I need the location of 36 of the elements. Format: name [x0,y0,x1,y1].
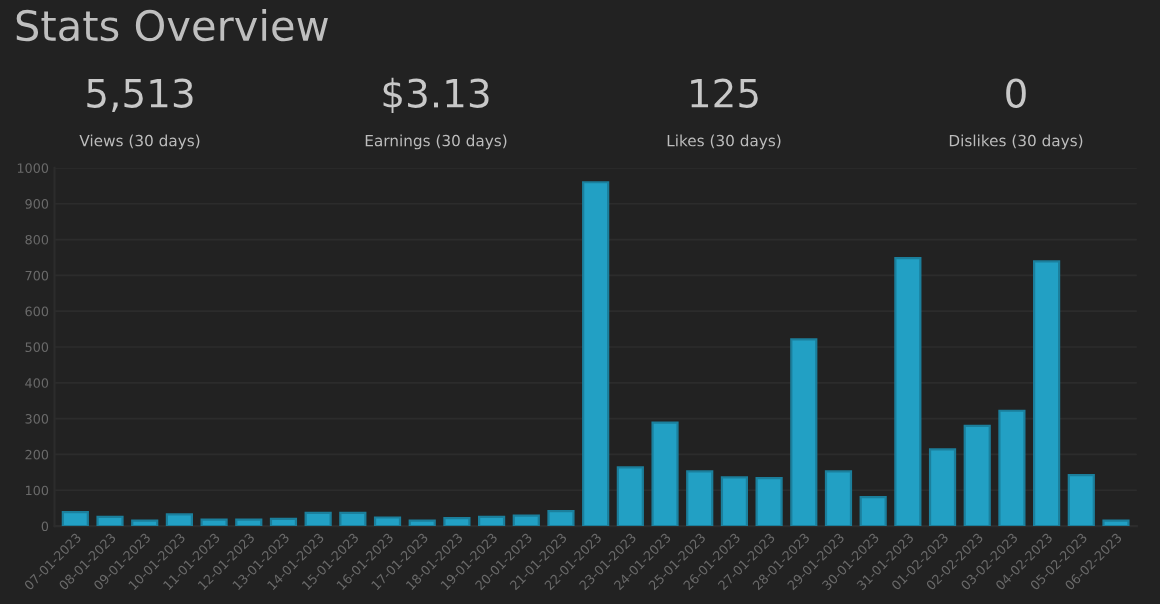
bar [269,517,298,527]
bar [720,476,749,527]
bar [1067,474,1095,527]
bar [998,409,1026,527]
bar [755,476,783,527]
bar [616,466,644,527]
bar [478,515,506,527]
text: 5,513 [87,78,193,112]
bar [651,421,679,527]
bar [339,511,367,527]
text: 0 [1006,78,1026,108]
text: 125 [691,78,758,108]
bar [96,515,124,527]
bar [131,519,159,527]
bar [824,470,853,527]
bar [790,338,818,527]
bar [165,513,193,527]
bar [1102,519,1130,527]
bar [373,516,402,527]
bar [582,181,610,527]
bar [547,509,575,527]
bar [963,424,991,527]
bar [443,517,471,527]
bar [859,495,887,527]
bar [512,514,540,527]
bar [304,511,332,527]
text: $3.13 [383,77,489,114]
bar [928,448,957,527]
bar [1033,260,1061,527]
bar [200,518,228,527]
bar [894,257,922,527]
bar [235,518,263,527]
bar [686,470,714,527]
chart-title: Stats Overview [16,9,328,42]
bar [408,519,436,527]
bar [61,511,89,527]
